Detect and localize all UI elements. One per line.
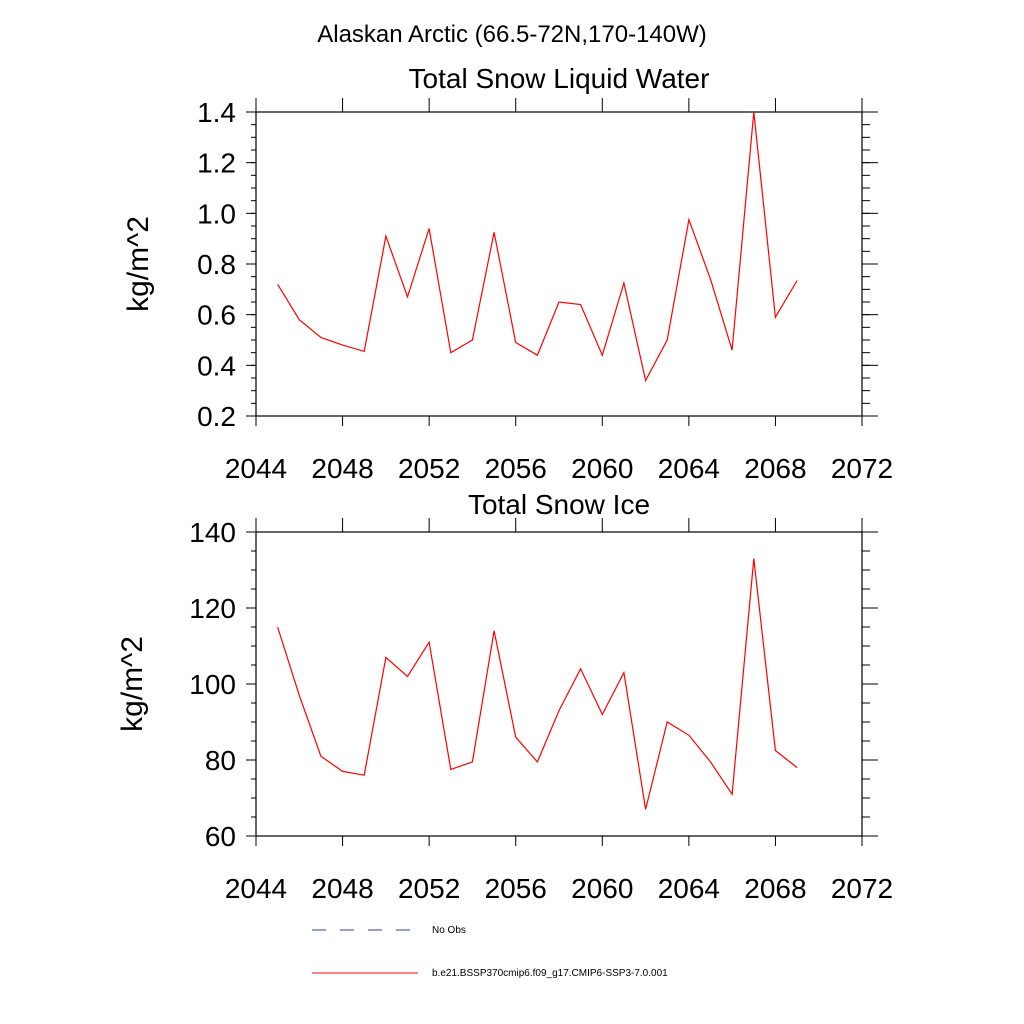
- legend: No Obs b.e21.BSSP370cmip6.f09_g17.CMIP6-…: [312, 925, 668, 979]
- plot-frame: [255, 531, 863, 837]
- panel-snow-ice: Total Snow Ice 2044 2048 2052 2056 2060 2064 20…: [116, 489, 893, 904]
- y-tick-label: 0.6: [197, 300, 236, 331]
- figure-title: Alaskan Arctic (66.5-72N,170-140W): [317, 21, 707, 48]
- panel-title: Total Snow Ice: [468, 489, 650, 520]
- y-tick-label: 100: [189, 669, 236, 700]
- x-tick-label: 2060: [571, 873, 633, 904]
- x-tick-label: 2052: [398, 453, 460, 484]
- x-tick-label: 2064: [658, 873, 720, 904]
- x-tick-label: 2044: [225, 453, 287, 484]
- x-tick-label: 2044: [225, 873, 287, 904]
- panel-title: Total Snow Liquid Water: [409, 63, 710, 94]
- x-tick-label: 2048: [311, 453, 373, 484]
- panel-snow-liquid-water: Total Snow Liquid Water 2044 2048 2052 2056 2…: [122, 63, 893, 484]
- y-tick-label: 0.8: [197, 249, 236, 280]
- x-tick-label: 2052: [398, 873, 460, 904]
- y-axis-label: kg/m^2: [122, 216, 155, 312]
- y-tick-label: 1.4: [197, 97, 236, 128]
- x-tick-label: 2068: [744, 873, 806, 904]
- plot-frame: [255, 111, 863, 417]
- y-tick-label: 120: [189, 593, 236, 624]
- x-tick-label: 2048: [311, 873, 373, 904]
- y-tick-label: 0.2: [197, 401, 236, 432]
- legend-label-model: b.e21.BSSP370cmip6.f09_g17.CMIP6-SSP3-7.…: [432, 968, 668, 979]
- y-tick-label: 60: [205, 821, 236, 852]
- x-tick-label: 2060: [571, 453, 633, 484]
- x-tick-label: 2072: [831, 873, 893, 904]
- y-tick-label: 1.2: [197, 148, 236, 179]
- y-tick-label: 80: [205, 745, 236, 776]
- legend-label-no-obs: No Obs: [432, 925, 466, 936]
- y-axis-label: kg/m^2: [116, 636, 149, 732]
- y-tick-label: 0.4: [197, 350, 236, 381]
- series-line: [277, 111, 798, 383]
- series-line: [277, 558, 798, 810]
- x-tick-label: 2056: [485, 453, 547, 484]
- y-tick-label: 140: [189, 517, 236, 548]
- x-tick-label: 2064: [658, 453, 720, 484]
- y-tick-label: 1.0: [197, 198, 236, 229]
- x-tick-label: 2072: [831, 453, 893, 484]
- x-tick-label: 2056: [485, 873, 547, 904]
- x-tick-label: 2068: [744, 453, 806, 484]
